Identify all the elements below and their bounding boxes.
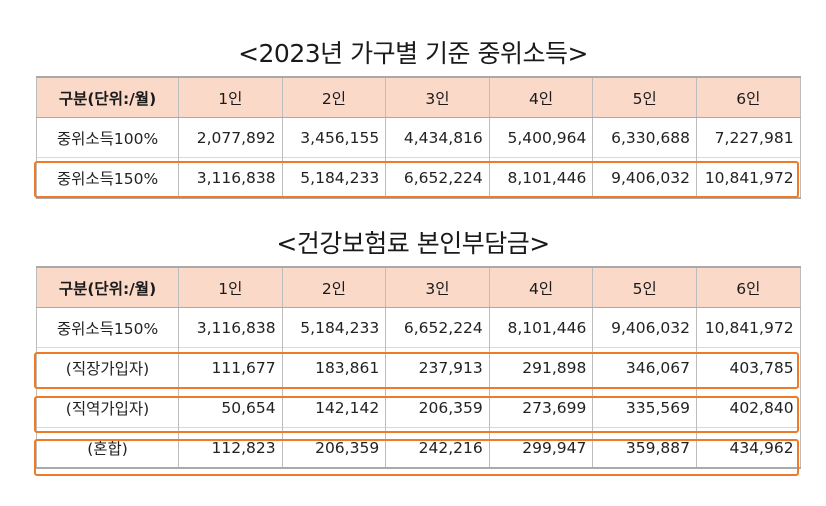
- cell-value: 335,569: [592, 387, 697, 428]
- cell-value: 434,962: [695, 427, 801, 469]
- row-label: 중위소득150%: [36, 307, 179, 348]
- cell-value: 5,400,964: [488, 117, 594, 158]
- header-5-person: 5인: [592, 266, 697, 308]
- cell-value: 5,184,233: [281, 157, 387, 199]
- cell-value: 237,913: [385, 347, 490, 388]
- cell-value: 242,216: [385, 427, 490, 469]
- cell-value: 6,652,224: [385, 157, 490, 199]
- header-1-person: 1인: [178, 266, 283, 308]
- cell-value: 273,699: [488, 387, 594, 428]
- cell-value: 206,359: [281, 427, 387, 469]
- cell-value: 3,116,838: [178, 307, 283, 348]
- cell-value: 359,887: [592, 427, 697, 469]
- table-row: (직역가입자) 50,654 142,142 206,359 273,699 3…: [36, 387, 801, 428]
- header-3-person: 3인: [385, 266, 490, 308]
- header-category: 구분(단위:/월): [36, 76, 179, 118]
- row-label: (혼합): [36, 427, 179, 469]
- cell-value: 3,456,155: [281, 117, 387, 158]
- row-label: 중위소득100%: [36, 117, 179, 158]
- cell-value: 7,227,981: [695, 117, 801, 158]
- median-income-table: 구분(단위:/월) 1인 2인 3인 4인 5인 6인 중위소득100% 2,0…: [36, 76, 801, 199]
- cell-value: 403,785: [695, 347, 801, 388]
- cell-value: 6,330,688: [592, 117, 697, 158]
- cell-value: 142,142: [281, 387, 387, 428]
- table2-title: <건강보험료 본인부담금>: [276, 229, 550, 258]
- cell-value: 2,077,892: [178, 117, 283, 158]
- row-label: 중위소득150%: [36, 157, 179, 199]
- cell-value: 291,898: [488, 347, 594, 388]
- header-3-person: 3인: [385, 76, 490, 118]
- header-5-person: 5인: [592, 76, 697, 118]
- cell-value: 4,434,816: [385, 117, 490, 158]
- header-4-person: 4인: [488, 76, 594, 118]
- table1-header-row: 구분(단위:/월) 1인 2인 3인 4인 5인 6인: [36, 76, 801, 118]
- header-4-person: 4인: [488, 266, 594, 308]
- cell-value: 6,652,224: [385, 307, 490, 348]
- header-2-person: 2인: [281, 76, 387, 118]
- cell-value: 5,184,233: [281, 307, 387, 348]
- row-label: (직장가입자): [36, 347, 179, 388]
- cell-value: 346,067: [592, 347, 697, 388]
- cell-value: 8,101,446: [488, 157, 594, 199]
- cell-value: 8,101,446: [488, 307, 594, 348]
- table-row: 중위소득100% 2,077,892 3,456,155 4,434,816 5…: [36, 117, 801, 158]
- cell-value: 10,841,972: [695, 157, 801, 199]
- header-category: 구분(단위:/월): [36, 266, 179, 308]
- cell-value: 402,840: [695, 387, 801, 428]
- table-row: 중위소득150% 3,116,838 5,184,233 6,652,224 8…: [36, 157, 801, 199]
- table2-header-row: 구분(단위:/월) 1인 2인 3인 4인 5인 6인: [36, 266, 801, 308]
- cell-value: 9,406,032: [592, 157, 697, 199]
- table-row: 중위소득150% 3,116,838 5,184,233 6,652,224 8…: [36, 307, 801, 348]
- header-6-person: 6인: [695, 76, 801, 118]
- table1-title: <2023년 가구별 기준 중위소득>: [238, 39, 588, 68]
- health-insurance-table: 구분(단위:/월) 1인 2인 3인 4인 5인 6인 중위소득150% 3,1…: [36, 266, 801, 469]
- header-6-person: 6인: [695, 266, 801, 308]
- cell-value: 3,116,838: [178, 157, 283, 199]
- cell-value: 112,823: [178, 427, 283, 469]
- cell-value: 183,861: [281, 347, 387, 388]
- cell-value: 299,947: [488, 427, 594, 469]
- cell-value: 10,841,972: [695, 307, 801, 348]
- row-label: (직역가입자): [36, 387, 179, 428]
- table-row: (혼합) 112,823 206,359 242,216 299,947 359…: [36, 427, 801, 469]
- cell-value: 50,654: [178, 387, 283, 428]
- table-row: (직장가입자) 111,677 183,861 237,913 291,898 …: [36, 347, 801, 388]
- cell-value: 206,359: [385, 387, 490, 428]
- header-2-person: 2인: [281, 266, 387, 308]
- cell-value: 111,677: [178, 347, 283, 388]
- cell-value: 9,406,032: [592, 307, 697, 348]
- header-1-person: 1인: [178, 76, 283, 118]
